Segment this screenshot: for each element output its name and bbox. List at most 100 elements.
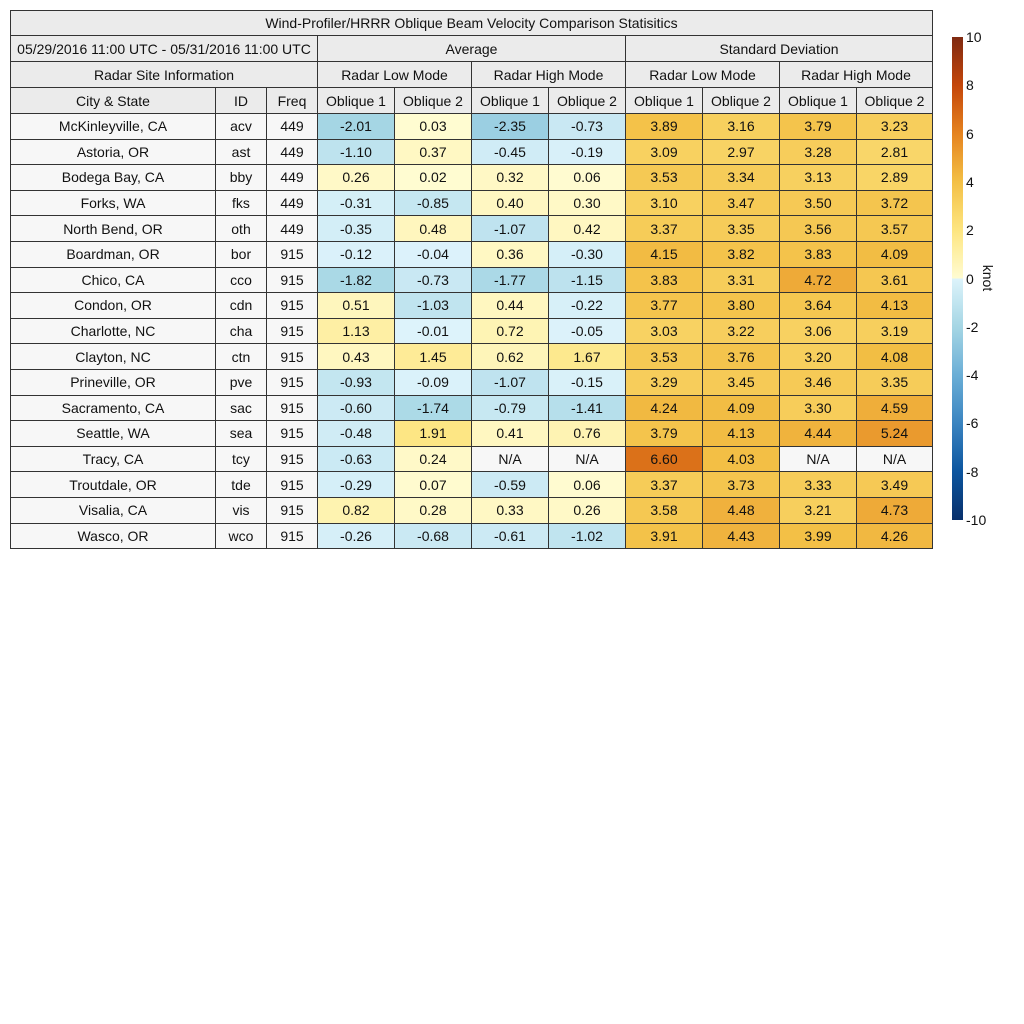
value-cell: -0.26 xyxy=(317,522,395,550)
colorbar xyxy=(952,37,963,520)
value-cell: -0.85 xyxy=(394,189,472,217)
value-cell: -1.74 xyxy=(394,394,472,422)
value-cell: 0.33 xyxy=(471,496,549,524)
value-cell: 3.19 xyxy=(856,317,933,345)
column-header: ID xyxy=(215,87,267,114)
value-cell: N/A xyxy=(779,445,857,473)
value-cell: 3.22 xyxy=(702,317,780,345)
id-cell: sac xyxy=(215,394,267,422)
value-cell: -1.02 xyxy=(548,522,626,550)
freq-cell: 915 xyxy=(266,343,318,370)
value-cell: 4.73 xyxy=(856,496,933,524)
value-cell: 3.28 xyxy=(779,138,857,166)
id-cell: pve xyxy=(215,368,267,396)
value-cell: -1.07 xyxy=(471,215,549,242)
table-row: Sacramento, CA sac 915 -0.60 -1.74 -0.79 -1.41… xyxy=(10,394,933,422)
value-cell: 3.46 xyxy=(779,368,857,396)
table-row: Condon, OR cdn 915 0.51 -1.03 0.44 -0.22 3.77 3.… xyxy=(10,292,933,319)
city-cell: Charlotte, NC xyxy=(10,317,216,345)
value-cell: -0.31 xyxy=(317,189,395,217)
colorbar-label: knot xyxy=(980,264,997,292)
colorbar-tick-label: 8 xyxy=(966,77,974,94)
column-header: Oblique 2 xyxy=(394,87,472,114)
value-cell: 5.24 xyxy=(856,420,933,447)
id-cell: cco xyxy=(215,266,267,294)
freq-cell: 915 xyxy=(266,420,318,447)
value-cell: 4.48 xyxy=(702,496,780,524)
value-cell: -0.04 xyxy=(394,240,472,268)
id-cell: bor xyxy=(215,240,267,268)
city-cell: Forks, WA xyxy=(10,189,216,217)
value-cell: 3.99 xyxy=(779,522,857,550)
value-cell: -0.73 xyxy=(394,266,472,294)
value-cell: N/A xyxy=(856,445,933,473)
site-info-header: Radar Site Information xyxy=(10,61,318,88)
table-row: Forks, WA fks 449 -0.31 -0.85 0.40 0.30 3.10 3.4… xyxy=(10,189,933,217)
value-cell: 0.37 xyxy=(394,138,472,166)
city-cell: Wasco, OR xyxy=(10,522,216,550)
value-cell: -1.03 xyxy=(394,292,472,319)
value-cell: 4.59 xyxy=(856,394,933,422)
value-cell: 0.62 xyxy=(471,343,549,370)
value-cell: 0.07 xyxy=(394,471,472,498)
value-cell: 0.32 xyxy=(471,164,549,191)
column-header: Oblique 1 xyxy=(471,87,549,114)
freq-cell: 915 xyxy=(266,266,318,294)
id-cell: fks xyxy=(215,189,267,217)
value-cell: -0.48 xyxy=(317,420,395,447)
table-row: Clayton, NC ctn 915 0.43 1.45 0.62 1.67 3.53 3.7… xyxy=(10,343,933,370)
value-cell: 3.80 xyxy=(702,292,780,319)
freq-cell: 915 xyxy=(266,496,318,524)
colorbar-tick-label: -2 xyxy=(966,318,979,335)
freq-cell: 915 xyxy=(266,445,318,473)
value-cell: 0.28 xyxy=(394,496,472,524)
value-cell: 0.30 xyxy=(548,189,626,217)
colorbar-tick-label: -8 xyxy=(966,463,979,480)
value-cell: -0.73 xyxy=(548,113,626,140)
value-cell: 0.42 xyxy=(548,215,626,242)
value-cell: -1.10 xyxy=(317,138,395,166)
freq-cell: 915 xyxy=(266,471,318,498)
value-cell: 3.83 xyxy=(625,266,703,294)
id-cell: sea xyxy=(215,420,267,447)
statistics-table: Wind-Profiler/HRRR Oblique Beam Velocity… xyxy=(10,10,933,550)
value-cell: 3.34 xyxy=(702,164,780,191)
value-cell: 4.72 xyxy=(779,266,857,294)
value-cell: 3.35 xyxy=(702,215,780,242)
value-cell: 3.58 xyxy=(625,496,703,524)
value-cell: -0.05 xyxy=(548,317,626,345)
value-cell: 4.43 xyxy=(702,522,780,550)
value-cell: 3.37 xyxy=(625,215,703,242)
id-cell: ast xyxy=(215,138,267,166)
value-cell: 3.91 xyxy=(625,522,703,550)
value-cell: -2.35 xyxy=(471,113,549,140)
value-cell: -0.79 xyxy=(471,394,549,422)
freq-cell: 449 xyxy=(266,189,318,217)
group-average: Average xyxy=(317,35,626,62)
id-cell: cdn xyxy=(215,292,267,319)
value-cell: -1.15 xyxy=(548,266,626,294)
value-cell: -0.59 xyxy=(471,471,549,498)
value-cell: 3.33 xyxy=(779,471,857,498)
value-cell: 3.37 xyxy=(625,471,703,498)
colorbar-tick-label: 4 xyxy=(966,173,974,190)
value-cell: 0.02 xyxy=(394,164,472,191)
value-cell: 3.21 xyxy=(779,496,857,524)
mode-header: Radar High Mode xyxy=(471,61,626,88)
value-cell: 3.29 xyxy=(625,368,703,396)
id-cell: acv xyxy=(215,113,267,140)
value-cell: -0.22 xyxy=(548,292,626,319)
table-row: Bodega Bay, CA bby 449 0.26 0.02 0.32 0.06 3.53… xyxy=(10,164,933,191)
value-cell: 3.06 xyxy=(779,317,857,345)
value-cell: 3.57 xyxy=(856,215,933,242)
column-header: Oblique 1 xyxy=(625,87,703,114)
value-cell: 1.67 xyxy=(548,343,626,370)
city-cell: Visalia, CA xyxy=(10,496,216,524)
table-row: Boardman, OR bor 915 -0.12 -0.04 0.36 -0.30 4.1… xyxy=(10,240,933,268)
id-cell: tde xyxy=(215,471,267,498)
value-cell: 4.24 xyxy=(625,394,703,422)
value-cell: 0.76 xyxy=(548,420,626,447)
value-cell: 0.36 xyxy=(471,240,549,268)
column-header: Oblique 1 xyxy=(317,87,395,114)
table-row: Charlotte, NC cha 915 1.13 -0.01 0.72 -0.05 3.0… xyxy=(10,317,933,345)
